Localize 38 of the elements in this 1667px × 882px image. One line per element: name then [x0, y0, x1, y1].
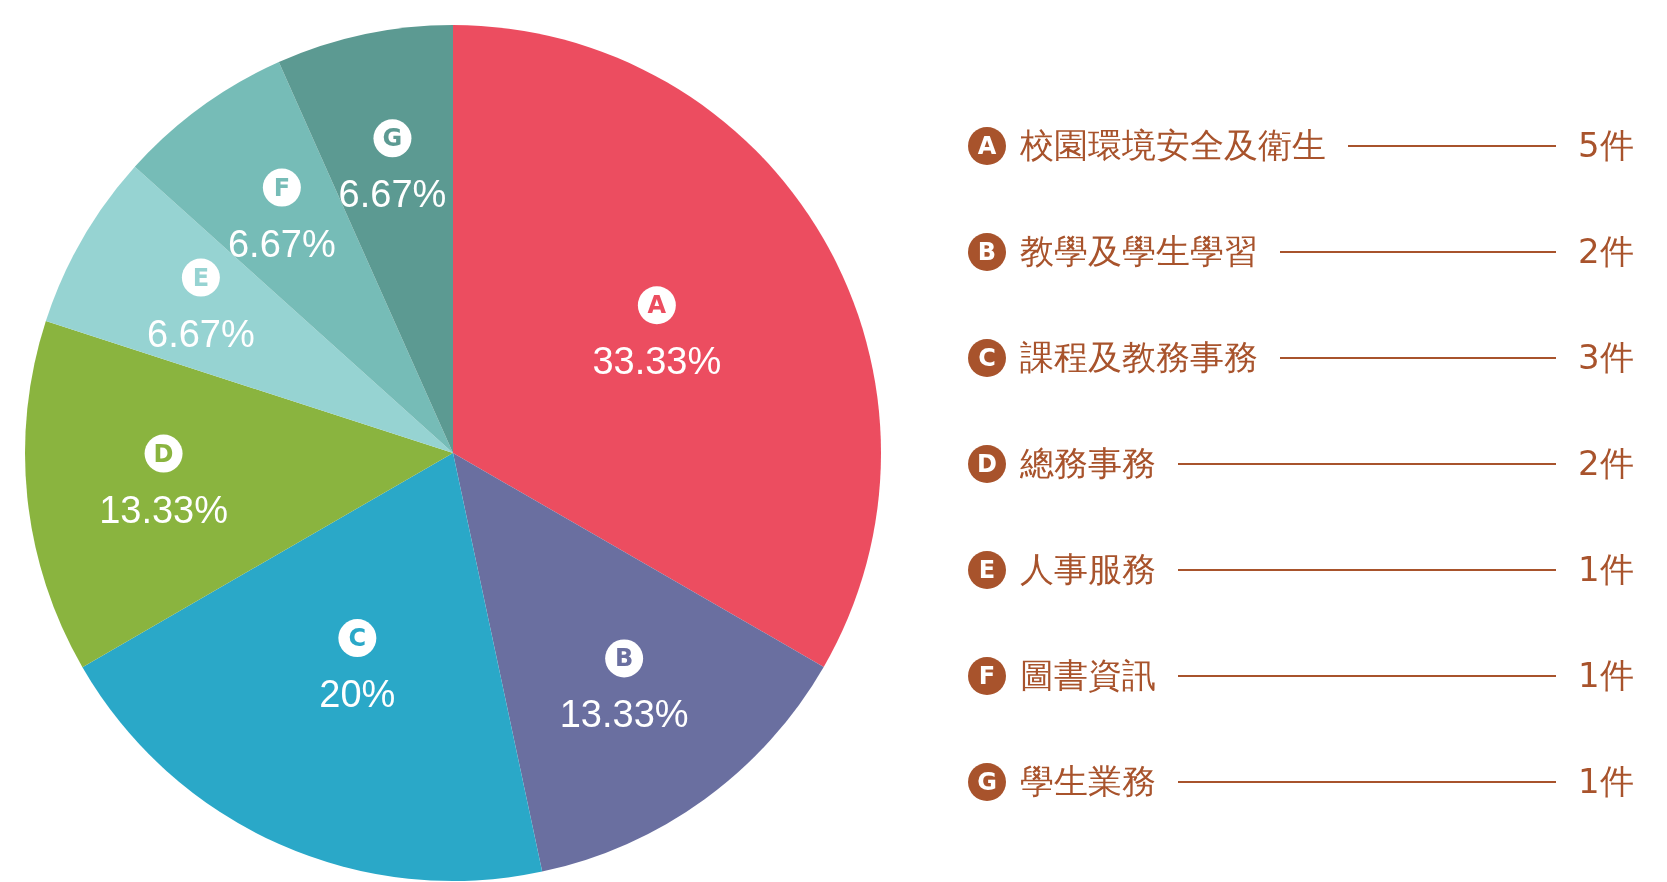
- slice-label: C: [348, 624, 367, 653]
- text: 圖書資訊: [1020, 654, 1156, 697]
- slice-label: G: [382, 124, 403, 153]
- data-label: 20%: [319, 673, 396, 716]
- text: 3件: [1578, 336, 1635, 379]
- text: 總務事務: [1020, 442, 1156, 485]
- text: 課程及教務事務: [1020, 336, 1258, 379]
- slice-label: A: [968, 127, 1006, 165]
- data-label: 13.33%: [559, 693, 689, 736]
- text: 1件: [1578, 548, 1635, 591]
- pie-slice: [25, 321, 453, 668]
- slice-label: D: [153, 439, 174, 468]
- text: 5件: [1578, 124, 1635, 167]
- text: 1件: [1578, 654, 1635, 697]
- text: 人事服務: [1020, 548, 1156, 591]
- text: 2件: [1578, 230, 1635, 273]
- category-label: G: [977, 768, 997, 796]
- category-label: D: [977, 450, 997, 478]
- slice-label: E: [192, 263, 210, 292]
- category-label: C: [978, 344, 996, 372]
- category-label: E: [978, 556, 996, 584]
- pie-slice: [453, 25, 881, 667]
- data-label: 33.33%: [592, 340, 722, 383]
- text: 學生業務: [1020, 760, 1156, 803]
- data-label: 6.67%: [227, 222, 336, 265]
- data-label: 6.67%: [147, 312, 255, 355]
- pie-slice: [453, 453, 824, 872]
- slice-label: B: [614, 644, 634, 673]
- category-label: B: [977, 238, 997, 266]
- data-label: 6.67%: [338, 173, 447, 216]
- slice-label: A: [647, 291, 667, 320]
- data-label: 13.33%: [99, 488, 229, 531]
- text: 1件: [1578, 760, 1635, 803]
- text: 2件: [1578, 442, 1635, 485]
- text: 校園環境安全及衛生: [1020, 124, 1326, 167]
- category-label: F: [978, 662, 996, 690]
- text: 教學及學生學習: [1020, 230, 1258, 273]
- slice-label: F: [273, 173, 291, 202]
